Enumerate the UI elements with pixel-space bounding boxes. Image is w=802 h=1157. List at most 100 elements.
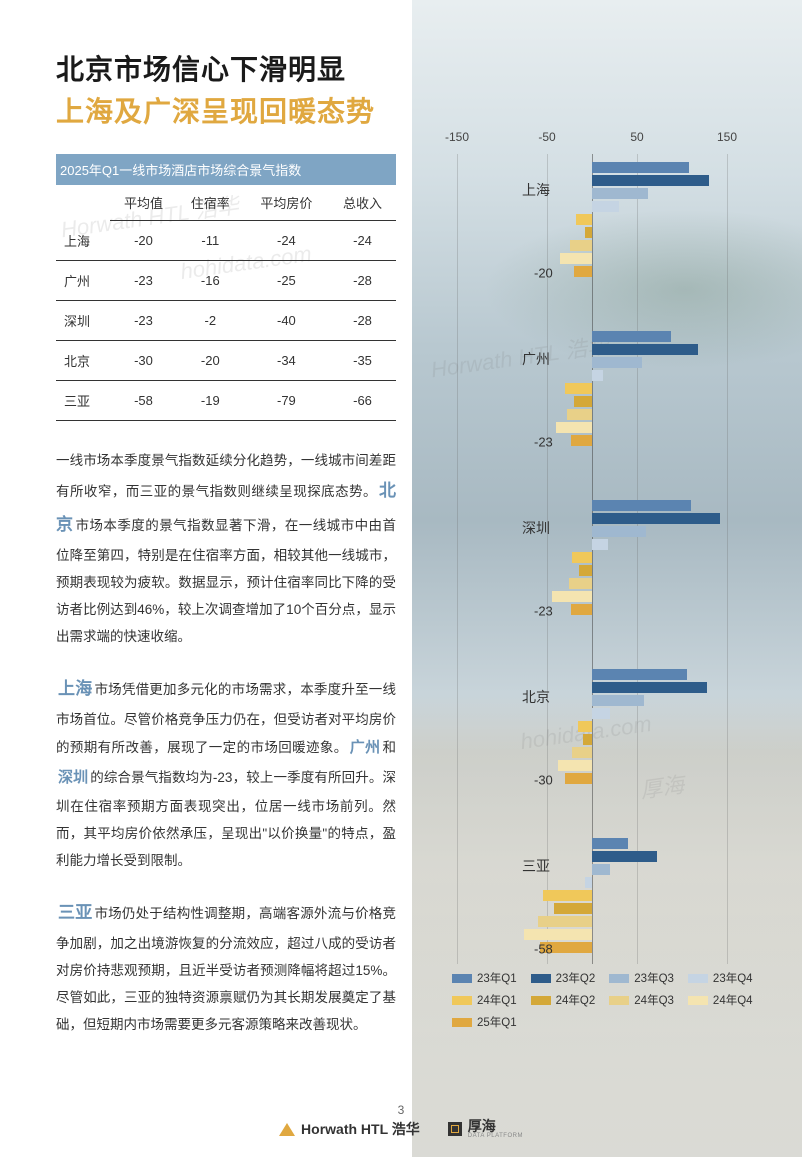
table-row: 三亚-58-19-79-66 [56, 380, 396, 420]
legend-label: 24年Q4 [713, 992, 753, 1008]
table-cell: -28 [329, 300, 396, 340]
chart-bar [576, 214, 592, 225]
index-table: 2025年Q1一线市场酒店市场综合景气指数 平均值 住宿率 平均房价 总收入 上… [56, 154, 396, 421]
chart-bar [570, 240, 592, 251]
legend-label: 23年Q1 [477, 970, 517, 986]
chart-bar [592, 864, 610, 875]
legend-swatch [609, 996, 629, 1005]
chart-bar [592, 175, 709, 186]
paragraph-1: 一线市场本季度景气指数延续分化趋势，一线城市间差距有所收窄，而三亚的景气指数则继… [56, 447, 396, 650]
chart-city-label: 深圳 [522, 518, 550, 538]
table-cell: 北京 [56, 340, 110, 380]
chart-bar [592, 370, 603, 381]
chart-bar [574, 396, 592, 407]
legend-swatch [531, 996, 551, 1005]
table-cell: -19 [177, 380, 244, 420]
chart-bar [583, 734, 592, 745]
city-em-shanghai: 上海 [56, 679, 94, 698]
legend-label: 23年Q4 [713, 970, 753, 986]
chart-city-label: 广州 [522, 349, 550, 369]
table-row: 广州-23-16-25-28 [56, 260, 396, 300]
city-em-guangzhou: 广州 [348, 739, 383, 756]
legend-item: 25年Q1 [452, 1014, 517, 1030]
chart-body: 上海-20广州-23深圳-23北京-30三亚-58 [412, 154, 772, 964]
table-cell: -30 [110, 340, 177, 380]
chart-bar [592, 357, 642, 368]
chart-bar [571, 604, 592, 615]
chart-bar [572, 747, 592, 758]
table-cell: -23 [110, 300, 177, 340]
table-cell: -79 [244, 380, 329, 420]
chart-city-label: 三亚 [522, 856, 550, 876]
chart-bar [571, 435, 592, 446]
title-line-2: 上海及广深呈现回暖态势 [56, 90, 802, 130]
chart-bar [565, 383, 592, 394]
chart-value-label: -20 [534, 266, 553, 281]
legend-swatch [688, 974, 708, 983]
chart-bar [574, 266, 592, 277]
grid-line [727, 154, 728, 964]
chart-bar [565, 773, 592, 784]
axis-tick-label: -50 [538, 130, 555, 144]
table-row: 深圳-23-2-40-28 [56, 300, 396, 340]
legend-item: 23年Q2 [531, 970, 596, 986]
table-cell: 广州 [56, 260, 110, 300]
table-row: 北京-30-20-34-35 [56, 340, 396, 380]
legend-swatch [452, 1018, 472, 1027]
table-cell: -24 [329, 221, 396, 261]
chart-value-label: -23 [534, 435, 553, 450]
chart-bar [552, 591, 592, 602]
chart-bar [592, 500, 691, 511]
table-cell: 三亚 [56, 380, 110, 420]
chart-bar [538, 916, 592, 927]
table-cell: -66 [329, 380, 396, 420]
col-occ: 住宿率 [177, 185, 244, 221]
legend-swatch [609, 974, 629, 983]
chart-bar [592, 708, 610, 719]
table-cell: -2 [177, 300, 244, 340]
table-cell: -28 [329, 260, 396, 300]
legend-label: 24年Q2 [556, 992, 596, 1008]
chart-bar [578, 721, 592, 732]
chart-bar [524, 929, 592, 940]
col-adr: 平均房价 [244, 185, 329, 221]
title-block: 北京市场信心下滑明显 上海及广深呈现回暖态势 [56, 48, 802, 130]
table-title-row: 2025年Q1一线市场酒店市场综合景气指数 [56, 154, 396, 185]
table-cell: -40 [244, 300, 329, 340]
chart-bar [543, 890, 592, 901]
chart-bar [556, 422, 592, 433]
chart-city-label: 上海 [522, 180, 550, 200]
col-rev: 总收入 [329, 185, 396, 221]
col-blank [56, 185, 110, 221]
table-cell: -34 [244, 340, 329, 380]
chart-bar [592, 344, 698, 355]
chart-bar [585, 227, 592, 238]
legend-item: 24年Q3 [609, 992, 674, 1008]
table-cell: 深圳 [56, 300, 110, 340]
table-cell: 上海 [56, 221, 110, 261]
chart-bar [592, 188, 648, 199]
table-cell: -20 [177, 340, 244, 380]
grid-line [457, 154, 458, 964]
col-avg: 平均值 [110, 185, 177, 221]
table-cell: -23 [110, 260, 177, 300]
legend-swatch [688, 996, 708, 1005]
page-content: 北京市场信心下滑明显 上海及广深呈现回暖态势 2025年Q1一线市场酒店市场综合… [0, 0, 802, 1157]
chart-value-label: -30 [534, 773, 553, 788]
table-cell: -24 [244, 221, 329, 261]
legend-item: 24年Q2 [531, 992, 596, 1008]
chart-bar [585, 877, 592, 888]
table-cell: -20 [110, 221, 177, 261]
chart-bar [592, 513, 720, 524]
paragraph-2: 上海市场凭借更加多元化的市场需求，本季度升至一线市场首位。尽管价格竞争压力仍在，… [56, 672, 396, 874]
table-row: 上海-20-11-24-24 [56, 221, 396, 261]
chart-x-axis: -150-5050150 [412, 130, 772, 154]
table-cell: -58 [110, 380, 177, 420]
chart-bar [592, 695, 644, 706]
chart-bar [592, 331, 671, 342]
city-em-sanya: 三亚 [56, 903, 94, 922]
body-text: 一线市场本季度景气指数延续分化趋势，一线城市间差距有所收窄，而三亚的景气指数则继… [56, 447, 396, 1038]
legend-item: 24年Q4 [688, 992, 753, 1008]
legend-swatch [452, 996, 472, 1005]
legend-label: 24年Q3 [634, 992, 674, 1008]
